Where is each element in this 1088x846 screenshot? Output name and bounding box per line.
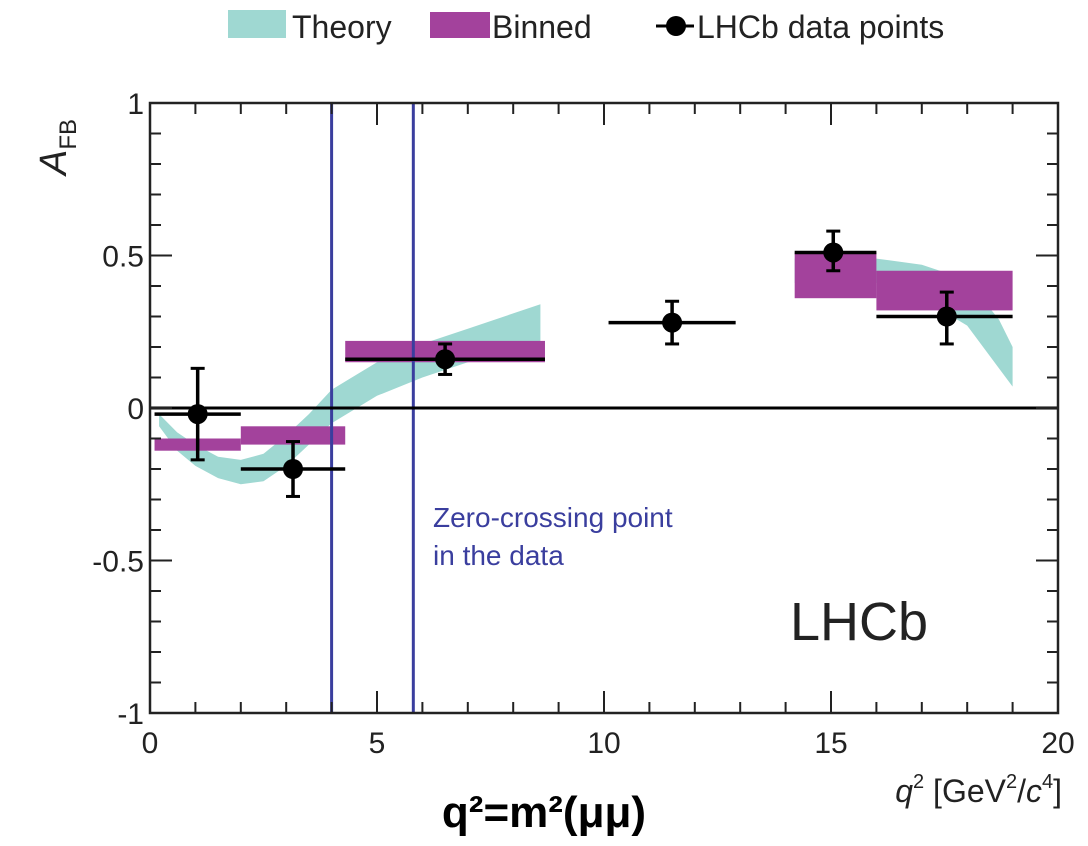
binned-box-2 xyxy=(240,426,346,445)
data-point-5 xyxy=(794,229,877,273)
legend-label-binned: Binned xyxy=(492,9,592,45)
x-tick-label-5: 20 xyxy=(1041,727,1074,760)
data-point-4 xyxy=(608,299,736,346)
data-point-1 xyxy=(154,366,241,462)
x-tick-label-4: 15 xyxy=(814,727,847,760)
data-point-3 xyxy=(345,342,545,376)
data-point-2 xyxy=(240,440,346,498)
data-point-2-marker xyxy=(283,459,304,479)
data-point-6-marker xyxy=(936,306,957,327)
y-tick-label-2: 0.5 xyxy=(102,241,144,274)
data-point-6 xyxy=(876,290,1013,346)
axes-layer: 0 5 10 15 20 1 0.5 0 -0.5 -1 xyxy=(92,88,1074,760)
annotation-line-2: in the data xyxy=(433,540,564,571)
x-tick-label-1: 0 xyxy=(142,727,159,760)
y-tick-label-5: -1 xyxy=(117,698,144,731)
legend: Theory Binned LHCb data points xyxy=(228,9,944,45)
y-axis-label: AFB xyxy=(33,119,82,177)
binned-boxes-layer xyxy=(154,252,1013,451)
data-point-3-marker xyxy=(435,349,456,370)
legend-swatch-binned xyxy=(430,12,490,38)
theory-band-segment-1 xyxy=(159,304,541,485)
chart-caption: q²=m²(μμ) xyxy=(441,788,647,837)
legend-swatch-data-marker xyxy=(666,16,686,36)
y-tick-label-1: 1 xyxy=(127,88,144,121)
data-point-1-marker xyxy=(187,404,208,425)
data-points-layer xyxy=(154,229,1013,498)
x-axis-label: q2 [GeV2/c4] xyxy=(895,771,1062,809)
data-point-5-marker xyxy=(823,242,844,263)
y-tick-label-3: 0 xyxy=(127,393,144,426)
lhcb-watermark: LHCb xyxy=(790,592,928,652)
legend-label-theory: Theory xyxy=(292,9,392,45)
x-tick-label-2: 5 xyxy=(369,727,386,760)
annotation-line-1: Zero-crossing point xyxy=(433,502,673,533)
y-tick-label-4: -0.5 xyxy=(92,546,144,579)
legend-label-data: LHCb data points xyxy=(697,9,944,45)
legend-swatch-theory xyxy=(228,10,286,38)
data-point-4-marker xyxy=(662,312,683,333)
binned-box-5 xyxy=(876,270,1013,311)
reference-lines-layer xyxy=(150,103,1058,713)
x-tick-label-3: 10 xyxy=(587,727,620,760)
